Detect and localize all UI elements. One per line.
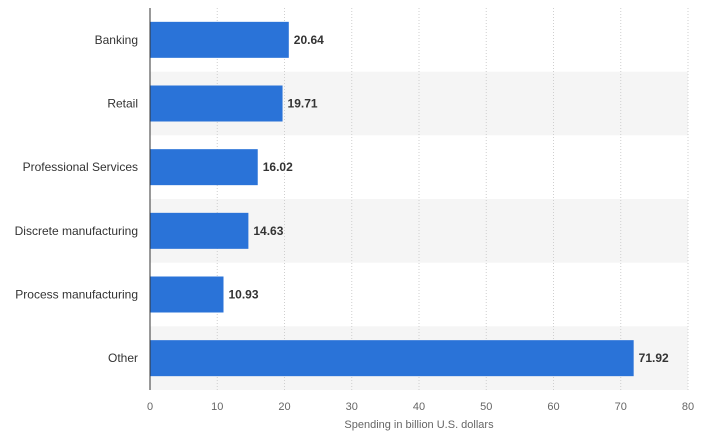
- bar[interactable]: [150, 85, 283, 122]
- category-label: Professional Services: [23, 160, 138, 174]
- x-tick-label: 30: [346, 401, 358, 413]
- bar[interactable]: [150, 149, 258, 186]
- x-axis-title: Spending in billion U.S. dollars: [344, 419, 494, 431]
- category-label: Discrete manufacturing: [15, 224, 138, 238]
- bar[interactable]: [150, 21, 289, 58]
- category-label: Banking: [95, 33, 138, 47]
- category-label: Other: [108, 351, 138, 365]
- x-tick-label: 0: [147, 401, 153, 413]
- category-label: Process manufacturing: [15, 288, 138, 302]
- category-label: Retail: [107, 97, 138, 111]
- bar[interactable]: [150, 276, 224, 313]
- value-label: 19.71: [288, 97, 318, 111]
- x-tick-label: 50: [480, 401, 492, 413]
- bars: [150, 21, 634, 377]
- category-labels: Banking Retail Professional Services Discre…: [15, 33, 138, 365]
- value-label: 16.02: [263, 160, 293, 174]
- x-tick-label: 20: [278, 401, 290, 413]
- value-label: 10.93: [229, 288, 259, 302]
- value-label: 20.64: [294, 33, 324, 47]
- grid-lines: [216, 8, 689, 390]
- x-tick-label: 70: [615, 401, 627, 413]
- value-label: 14.63: [253, 224, 283, 238]
- x-tick-label: 60: [547, 401, 559, 413]
- bar[interactable]: [150, 212, 249, 249]
- x-tick-label: 40: [413, 401, 425, 413]
- value-label: 71.92: [639, 351, 669, 365]
- x-tick-label: 10: [211, 401, 223, 413]
- x-tick-labels: 0 10 20 30 40 50 60 70 80: [147, 401, 694, 413]
- bar[interactable]: [150, 340, 634, 377]
- value-labels: 20.64 19.71 16.02 14.63 10.93 71.92: [229, 33, 670, 365]
- x-tick-label: 80: [682, 401, 694, 413]
